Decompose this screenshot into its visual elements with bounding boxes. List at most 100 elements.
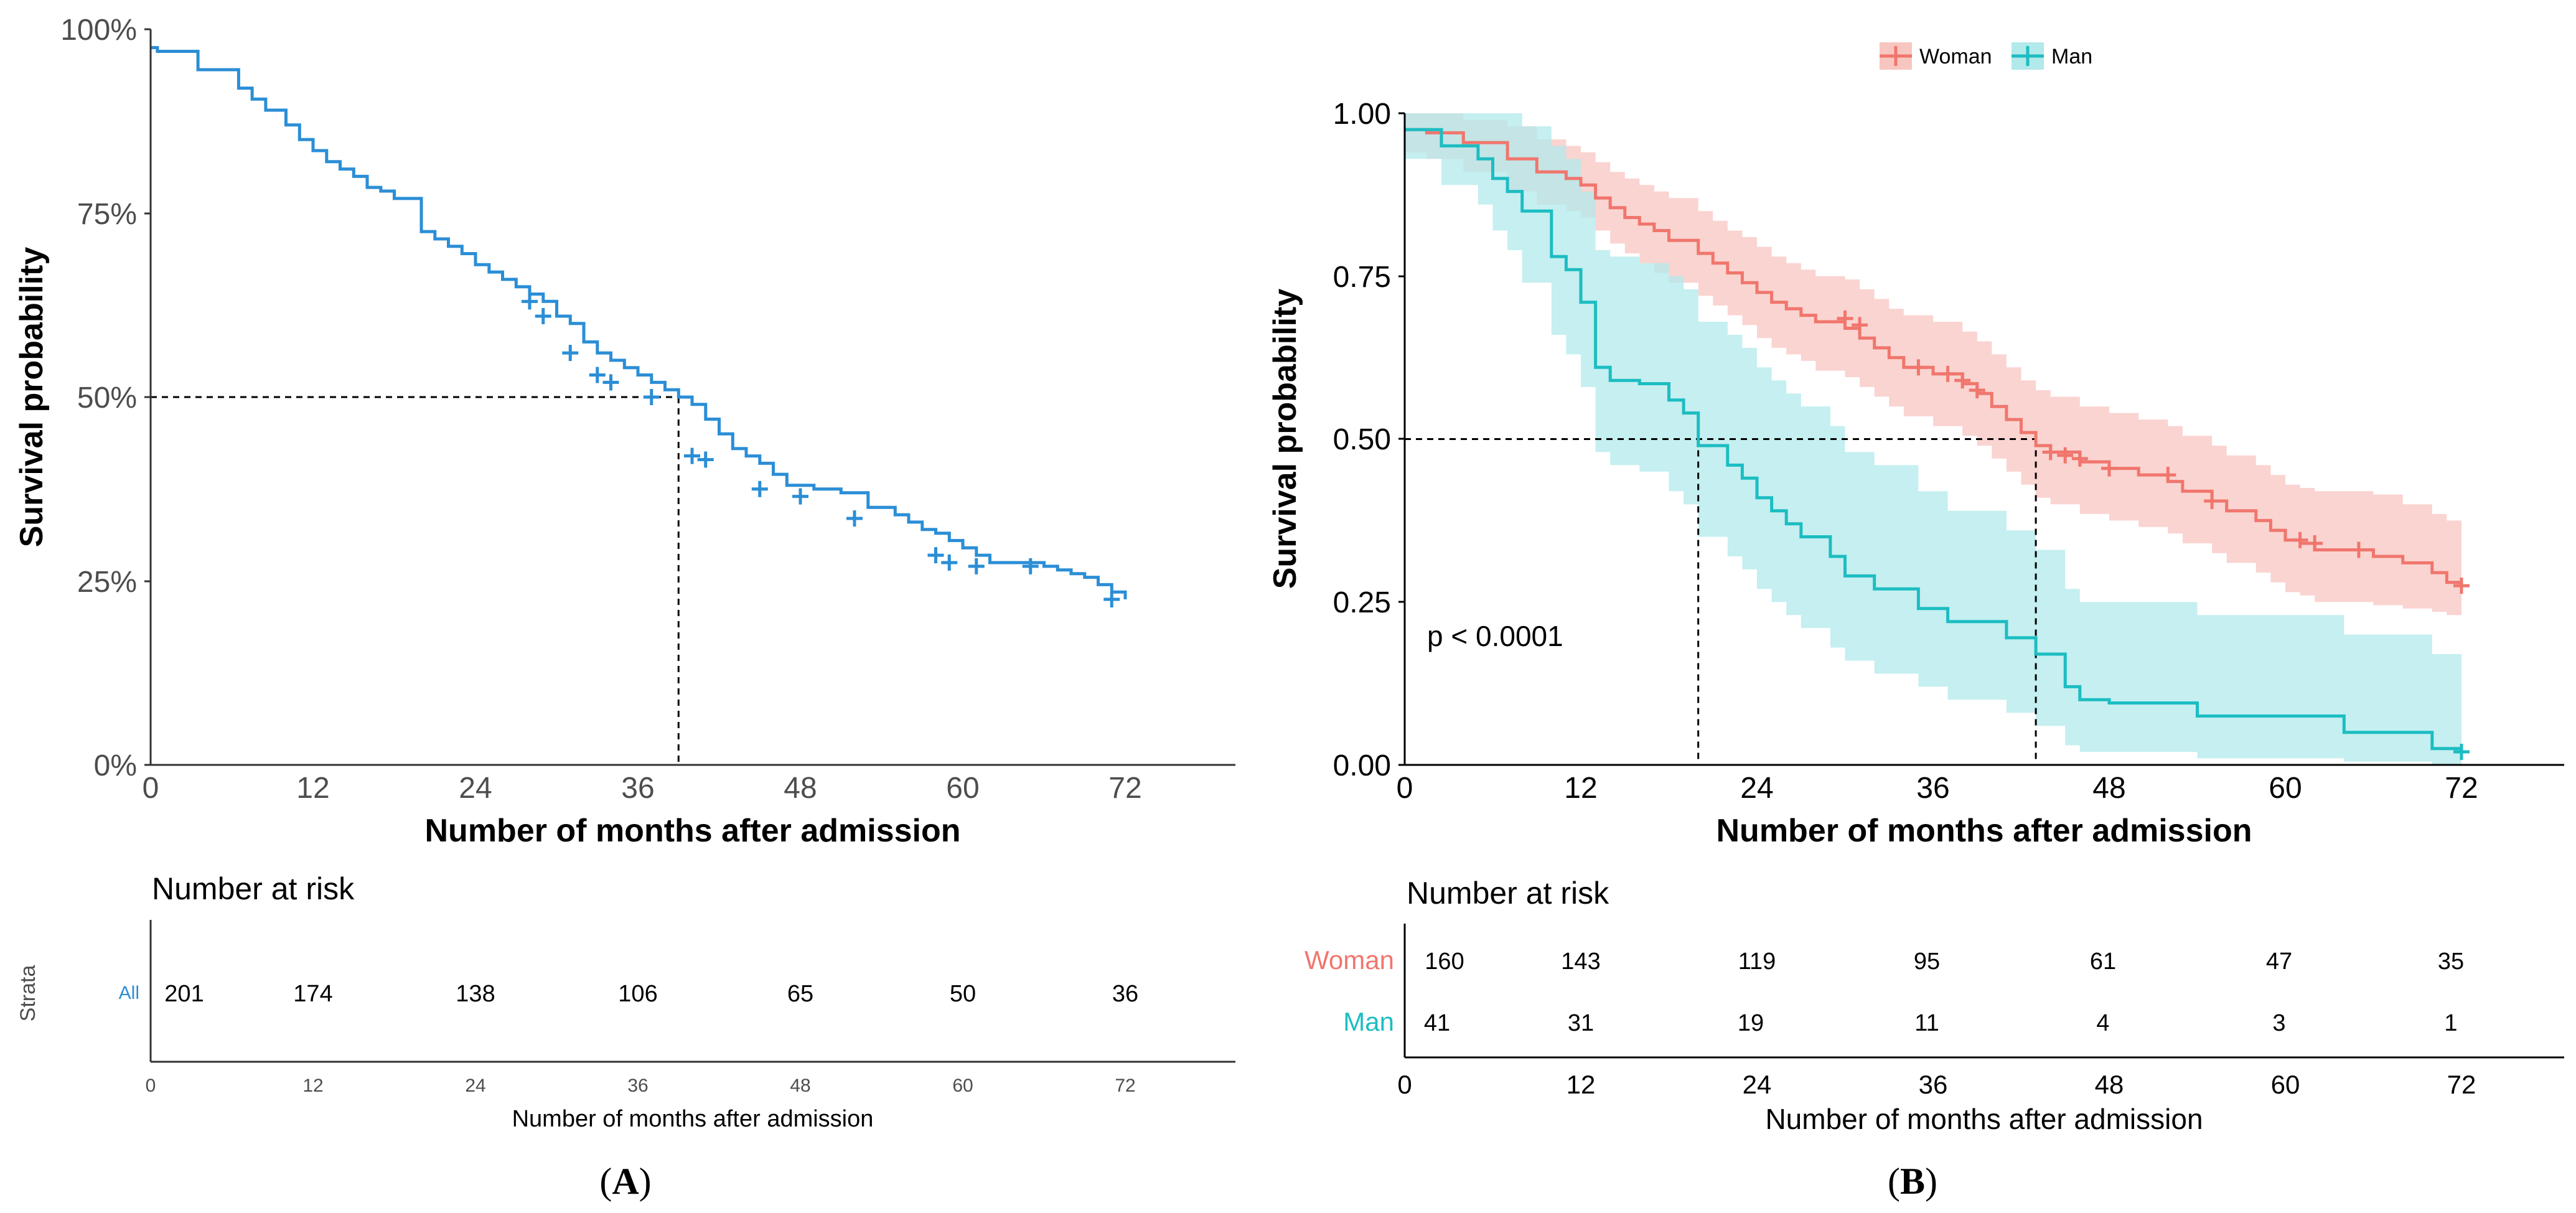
censor-mark-woman bbox=[2350, 541, 2367, 558]
censor-mark-woman bbox=[2307, 535, 2323, 552]
a-risk-stratum-all: All bbox=[119, 983, 139, 1003]
a-risk-x-tick: 48 bbox=[790, 1075, 810, 1096]
b-y-tick-100: 1.00 bbox=[1333, 98, 1391, 131]
b-x-tick-48: 48 bbox=[2092, 772, 2125, 805]
a-risk-count: 106 bbox=[618, 981, 657, 1007]
b-y-tick-050: 0.50 bbox=[1333, 423, 1391, 456]
censor-mark-all bbox=[751, 480, 768, 497]
b-risk-stratum-man: Man bbox=[1343, 1007, 1394, 1036]
b-risk-man-count: 31 bbox=[1568, 1010, 1594, 1036]
censor-mark-all bbox=[792, 488, 808, 505]
b-risk-man-count: 4 bbox=[2096, 1010, 2109, 1036]
a-y-axis-title: Survival probability bbox=[14, 247, 50, 548]
a-x-tick-60: 60 bbox=[946, 772, 979, 805]
b-x-ticks: 0 12 24 36 48 60 72 bbox=[1397, 772, 2478, 805]
censor-mark-all bbox=[562, 345, 579, 362]
b-risk-x-tick: 36 bbox=[1919, 1070, 1948, 1099]
b-risk-man-count: 3 bbox=[2272, 1010, 2285, 1036]
censor-mark-all bbox=[941, 554, 958, 571]
b-x-tick-60: 60 bbox=[2269, 772, 2302, 805]
censor-mark-woman bbox=[2071, 450, 2088, 467]
survival-curve-all bbox=[151, 46, 1127, 599]
censor-mark-woman bbox=[2042, 444, 2059, 461]
censor-mark-woman bbox=[1837, 310, 1853, 327]
a-risk-x-tick: 36 bbox=[627, 1075, 648, 1096]
b-x-tick-12: 12 bbox=[1564, 772, 1597, 805]
b-x-tick-24: 24 bbox=[1740, 772, 1773, 805]
survival-curve-woman bbox=[1405, 128, 2463, 586]
censor-mark-all bbox=[927, 547, 944, 564]
b-risk-woman-count: 119 bbox=[1738, 948, 1776, 975]
a-risk-x-tick: 24 bbox=[465, 1075, 485, 1096]
b-risk-woman-count: 143 bbox=[1561, 948, 1600, 975]
a-risk-strata-label: Strata bbox=[16, 965, 40, 1022]
a-risk-count: 138 bbox=[456, 981, 495, 1007]
b-y-ticks: 0.00 0.25 0.50 0.75 1.00 bbox=[1333, 98, 1405, 782]
censor-mark-all bbox=[846, 510, 863, 527]
a-risk-count: 174 bbox=[293, 981, 332, 1007]
censor-mark-all bbox=[522, 293, 538, 310]
censor-mark-woman bbox=[1910, 359, 1927, 376]
b-risk-table: Number at risk Woman Man 160 143 119 95 … bbox=[1304, 876, 2564, 1135]
a-risk-count: 36 bbox=[1112, 981, 1138, 1007]
a-risk-x-tick: 0 bbox=[146, 1075, 156, 1096]
b-risk-man-count: 1 bbox=[2444, 1010, 2457, 1036]
censor-mark-woman bbox=[2453, 578, 2470, 594]
p-value-annotation: p < 0.0001 bbox=[1427, 620, 1563, 652]
censor-mark-woman bbox=[2057, 447, 2074, 464]
a-x-tick-72: 72 bbox=[1108, 772, 1141, 805]
a-x-axis-title: Number of months after admission bbox=[425, 813, 961, 849]
b-risk-x-tick: 0 bbox=[1397, 1070, 1412, 1099]
legend-man-label: Man bbox=[2051, 45, 2092, 68]
censor-mark-all bbox=[1103, 591, 1120, 608]
censor-mark-woman bbox=[1852, 317, 1868, 334]
a-x-tick-48: 48 bbox=[784, 772, 817, 805]
a-risk-x-tick: 72 bbox=[1115, 1075, 1135, 1096]
b-risk-man-count: 41 bbox=[1424, 1010, 1450, 1036]
b-risk-woman-count: 160 bbox=[1425, 948, 1464, 975]
a-risk-x-axis-title: Number of months after admission bbox=[512, 1106, 874, 1132]
censor-mark-all bbox=[968, 558, 985, 574]
b-risk-man-count: 11 bbox=[1914, 1010, 1939, 1036]
censor-mark-woman bbox=[1954, 372, 1971, 389]
b-x-axis-title: Number of months after admission bbox=[1717, 813, 2252, 849]
b-risk-man-count: 19 bbox=[1738, 1010, 1764, 1036]
b-y-tick-075: 0.75 bbox=[1333, 261, 1391, 294]
censor-mark-woman bbox=[2204, 492, 2221, 509]
b-risk-x-tick: 12 bbox=[1567, 1070, 1596, 1099]
a-x-tick-36: 36 bbox=[621, 772, 654, 805]
censor-mark-all bbox=[589, 367, 606, 383]
censor-mark-woman bbox=[2292, 532, 2308, 548]
censor-mark-woman bbox=[1969, 382, 1985, 398]
b-y-tick-025: 0.25 bbox=[1333, 586, 1391, 619]
a-risk-table: Number at risk Strata All 201 174 138 10… bbox=[16, 871, 1235, 1132]
b-risk-woman-count: 95 bbox=[1914, 948, 1940, 975]
censor-mark-all bbox=[1022, 558, 1039, 574]
a-y-tick-0: 0% bbox=[94, 749, 137, 782]
censor-mark-woman bbox=[1939, 365, 1956, 382]
a-x-tick-12: 12 bbox=[296, 772, 329, 805]
a-risk-count: 201 bbox=[164, 981, 204, 1007]
censor-mark-all bbox=[684, 447, 700, 464]
panel-label-b: (B) bbox=[1888, 1161, 1937, 1202]
a-y-tick-75: 75% bbox=[77, 198, 137, 231]
b-x-tick-36: 36 bbox=[1916, 772, 1949, 805]
a-x-ticks: 0 12 24 36 48 60 72 bbox=[143, 772, 1142, 805]
a-risk-title: Number at risk bbox=[152, 871, 355, 906]
b-risk-title: Number at risk bbox=[1407, 876, 1609, 911]
panel-a: 0% 25% 50% 75% 100% 0 12 24 36 48 60 72 … bbox=[14, 14, 1235, 1202]
b-legend: Woman Man bbox=[1880, 42, 2092, 70]
a-y-tick-25: 25% bbox=[77, 566, 137, 599]
censor-mark-man bbox=[2453, 744, 2470, 761]
a-x-tick-0: 0 bbox=[143, 772, 159, 805]
b-risk-x-axis-title: Number of months after admission bbox=[1765, 1103, 2203, 1135]
a-risk-x-tick: 60 bbox=[952, 1075, 973, 1096]
survival-curve-man bbox=[1405, 128, 2463, 752]
a-risk-count: 65 bbox=[787, 981, 813, 1007]
a-curve-layer bbox=[151, 46, 1127, 765]
censor-mark-all bbox=[697, 451, 714, 468]
b-risk-stratum-woman: Woman bbox=[1304, 945, 1394, 975]
b-curve-layer bbox=[1405, 128, 2470, 765]
confidence-band-man bbox=[1405, 113, 2461, 765]
